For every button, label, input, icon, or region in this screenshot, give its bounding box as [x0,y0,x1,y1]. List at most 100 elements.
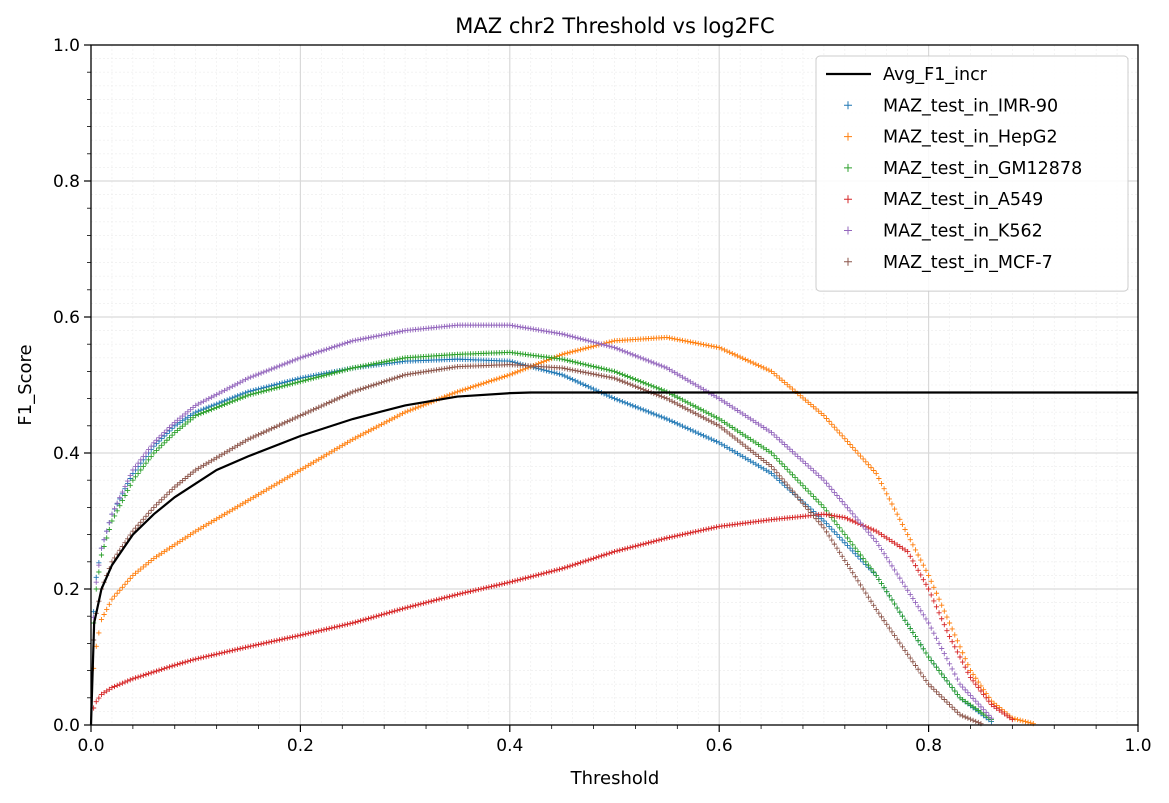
data-point [829,421,835,427]
data-point [823,415,830,422]
data-point [677,532,683,538]
data-point [368,383,374,389]
data-point [766,448,772,454]
data-point [645,358,652,364]
data-point [355,434,361,440]
data-point [598,553,605,559]
data-point [98,617,105,623]
data-point [946,681,953,687]
data-point [923,567,929,573]
data-point [331,397,338,403]
data-point [295,356,301,362]
data-point [292,470,298,476]
data-point [590,363,597,370]
data-point [693,410,699,417]
data-point [109,685,115,691]
data-point [957,695,963,701]
data-point [111,683,118,690]
data-point [321,402,327,408]
data-point [295,414,301,420]
data-point [114,682,120,688]
data-point [960,659,966,665]
data-point [279,478,285,484]
data-point [250,643,256,649]
data-point [729,424,735,431]
data-point [844,561,851,568]
data-point [559,365,565,371]
data-point [609,375,615,381]
data-point [604,551,610,557]
data-point [656,362,662,368]
data-point [949,626,955,632]
data-point [685,406,691,413]
data-point [695,405,701,411]
x-axis-ticks: 0.0 0.2 0.4 0.6 0.8 1.0 [77,725,1152,756]
data-point [187,417,194,423]
data-point [865,525,871,531]
data-point [269,484,275,490]
data-point [606,550,612,556]
data-point [93,586,99,592]
data-point [627,351,633,357]
data-point [957,654,963,660]
data-point [276,422,283,428]
data-point [378,421,385,428]
data-point [187,532,194,538]
data-point [596,554,602,560]
data-point [865,594,871,600]
data-point [952,671,958,677]
data-point [303,377,309,383]
data-point [797,497,803,503]
data-point [143,513,149,519]
data-point [321,347,327,353]
data-point [988,702,995,708]
data-point [564,374,570,380]
data-point [237,395,243,401]
data-point [216,650,222,657]
data-point [227,447,233,453]
data-point [837,549,843,555]
data-point [554,370,560,377]
data-point [988,715,995,721]
data-point [219,402,225,408]
data-point [664,365,670,371]
data-point [784,482,790,488]
data-point [727,431,733,437]
data-point [159,497,165,503]
x-tick-label: 0.4 [496,736,523,756]
data-point [884,535,890,541]
data-point [289,634,296,640]
data-point [240,394,246,400]
legend-label: MAZ_test_in_MCF-7 [883,253,1053,273]
data-point [902,547,908,553]
data-point [551,370,557,376]
data-point [622,400,628,406]
data-point [501,580,508,587]
data-point [724,429,730,435]
data-point [596,365,602,371]
data-point [797,393,803,399]
data-point [891,567,898,573]
data-point [577,380,584,386]
data-point [153,502,160,508]
data-point [292,380,298,386]
data-point [808,509,814,516]
data-point [321,627,327,633]
data-point [253,642,259,648]
data-point [700,408,707,414]
data-point [399,355,406,361]
data-point [365,428,372,434]
x-tick-label: 0.2 [287,736,314,756]
data-point [614,376,620,382]
data-point [300,411,306,418]
data-point [617,347,623,353]
data-point [242,376,249,383]
data-point [386,331,392,337]
data-point [156,435,162,441]
data-point [666,366,673,373]
data-point [313,350,319,356]
data-point [269,426,275,432]
data-point [96,562,102,568]
data-point [852,514,858,520]
data-point [530,573,536,579]
